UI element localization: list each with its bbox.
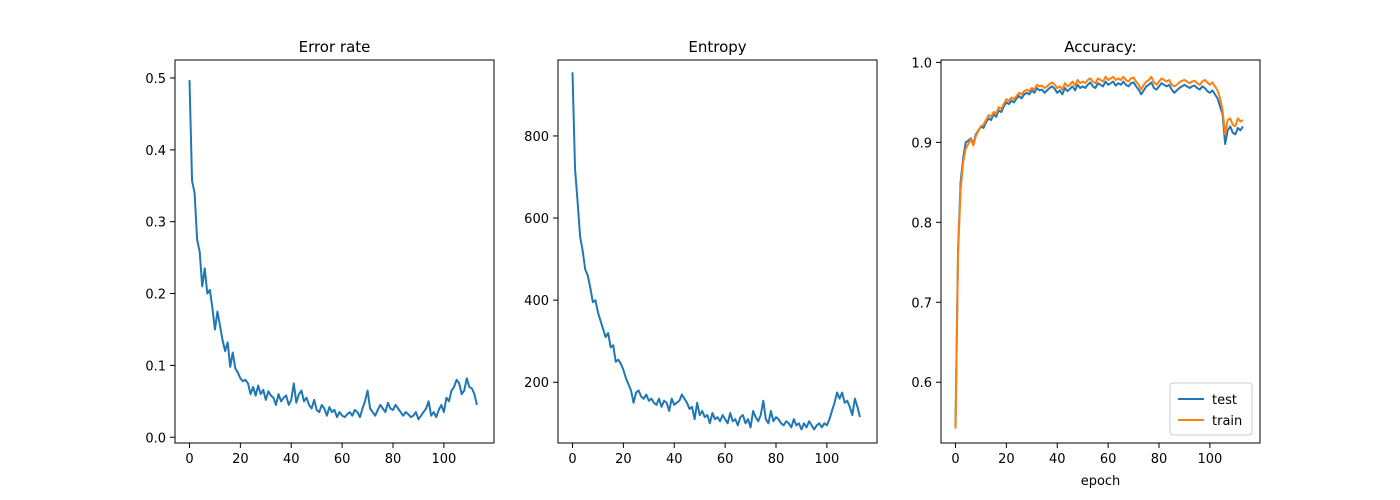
y-tick-label: 0.8 (911, 216, 932, 231)
charts: 0 20 40 60 80 100 0.0 0.1 0.2 0.3 0.4 0.5 Error rate… (145, 38, 1261, 489)
y-tick-label: 0.5 (145, 72, 166, 87)
y-tick-label: 0.4 (145, 144, 166, 159)
x-tick-label: 0 (185, 452, 193, 467)
y-tick-label: 400 (524, 294, 549, 309)
x-tick-label: 20 (998, 452, 1015, 467)
y-tick-label: 0.2 (145, 288, 166, 303)
series-line-test (954, 80, 1244, 427)
axes-frame (940, 59, 1261, 444)
x-tick-label: 80 (385, 452, 402, 467)
legend-label-test: test (1212, 393, 1237, 408)
x-tick-label: 60 (717, 452, 734, 467)
x-tick-label: 40 (1049, 452, 1066, 467)
x-tick-label: 20 (232, 452, 249, 467)
series-line (188, 80, 478, 421)
y-tick-label: 0.7 (911, 296, 932, 311)
legend: test train (1169, 382, 1253, 436)
series-line-train (954, 75, 1244, 429)
x-tick-label: 80 (1151, 452, 1168, 467)
x-tick-label: 40 (666, 452, 683, 467)
x-tick-label: 0 (568, 452, 576, 467)
y-tick-label: 200 (524, 376, 549, 391)
x-axis-label: epoch (1081, 474, 1121, 489)
y-tick-label: 0.0 (145, 431, 166, 446)
y-tick-label: 0.3 (145, 216, 166, 231)
y-tick-label: 800 (524, 130, 549, 145)
x-tick-label: 60 (1100, 452, 1117, 467)
chart-title: Entropy (688, 38, 746, 56)
x-tick-label: 100 (1197, 452, 1222, 467)
chart-title: Error rate (299, 38, 371, 56)
series-line (571, 72, 861, 431)
x-tick-label: 100 (431, 452, 456, 467)
chart-panel-2: 0 20 40 60 80 100 200 400 600 800 Entropy (524, 38, 878, 467)
legend-label-train: train (1212, 414, 1242, 429)
x-tick-label: 80 (768, 452, 785, 467)
legend-box (1169, 382, 1253, 436)
axes-frame (557, 59, 878, 444)
y-tick-label: 0.9 (911, 136, 932, 151)
chart-panel-1: 0 20 40 60 80 100 0.0 0.1 0.2 0.3 0.4 0.5 Error rate (145, 38, 495, 467)
x-tick-label: 40 (283, 452, 300, 467)
y-tick-label: 0.6 (911, 376, 932, 391)
y-tick-label: 0.1 (145, 359, 166, 374)
chart-panel-3: 0 20 40 60 80 100 0.6 0.7 0.8 0.9 1.0 Accuracy: epoc… (911, 38, 1261, 489)
chart-title: Accuracy: (1064, 38, 1136, 56)
x-tick-label: 100 (814, 452, 839, 467)
axes-frame (174, 59, 495, 444)
x-tick-label: 60 (334, 452, 351, 467)
x-tick-label: 20 (615, 452, 632, 467)
y-tick-label: 1.0 (911, 56, 932, 71)
y-tick-label: 600 (524, 212, 549, 227)
x-tick-label: 0 (951, 452, 959, 467)
